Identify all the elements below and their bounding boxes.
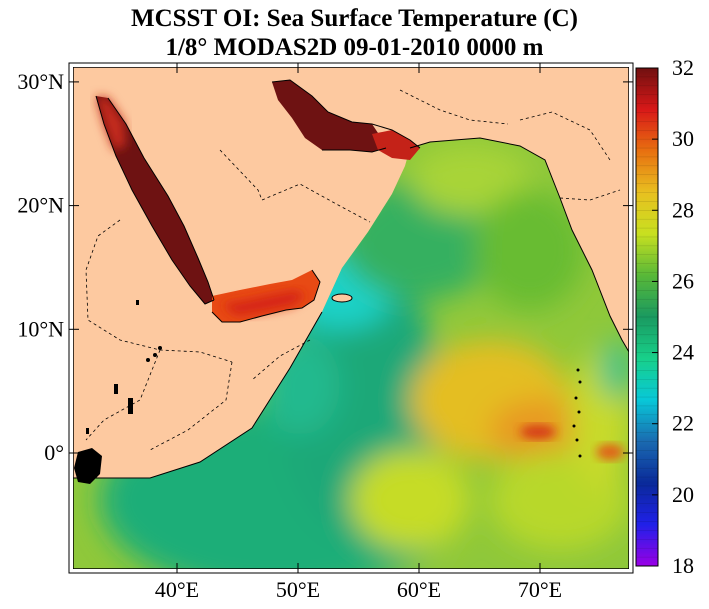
latitude-axis: 30°N 20°N 10°N 0° — [17, 69, 633, 465]
red-sea — [96, 96, 214, 304]
lat-tick-label: 20°N — [17, 193, 64, 218]
colorbar: 32 30 28 26 24 22 20 18 — [635, 55, 694, 578]
persian-gulf — [272, 80, 386, 152]
map-title-line1: MCSST OI: Sea Surface Temperature (C) — [131, 5, 578, 32]
longitude-axis: 40°E 50°E 60°E 70°E — [155, 63, 562, 602]
lat-tick-label: 30°N — [17, 69, 64, 94]
axis-frame — [68, 62, 634, 574]
colorbar-label: 30 — [672, 126, 694, 151]
colorbar-scale — [635, 67, 659, 567]
socotra-island — [331, 293, 353, 303]
lon-tick-label: 70°E — [518, 577, 562, 602]
colorbar-label: 32 — [672, 55, 694, 80]
map-title-line2: 1/8° MODAS2D 09-01-2010 0000 m — [165, 34, 544, 61]
maldives-islands — [572, 368, 582, 458]
colorbar-label: 22 — [672, 411, 694, 436]
african-lakes — [74, 300, 162, 484]
colorbar-label: 26 — [672, 268, 694, 293]
colorbar-label: 24 — [672, 340, 694, 365]
lat-tick-label: 10°N — [17, 316, 64, 341]
lat-tick-label: 0° — [44, 440, 64, 465]
colorbar-label: 28 — [672, 197, 694, 222]
gulf-of-oman — [372, 130, 420, 160]
colorbar-ticks: 32 30 28 26 24 22 20 18 — [636, 55, 694, 578]
map-area — [73, 67, 629, 569]
lon-tick-label: 60°E — [397, 577, 441, 602]
lon-tick-label: 50°E — [276, 577, 320, 602]
colorbar-label: 20 — [672, 482, 694, 507]
country-borders — [85, 89, 621, 451]
coastlines — [73, 79, 629, 479]
colorbar-label: 18 — [672, 553, 694, 578]
lon-tick-label: 40°E — [155, 577, 199, 602]
